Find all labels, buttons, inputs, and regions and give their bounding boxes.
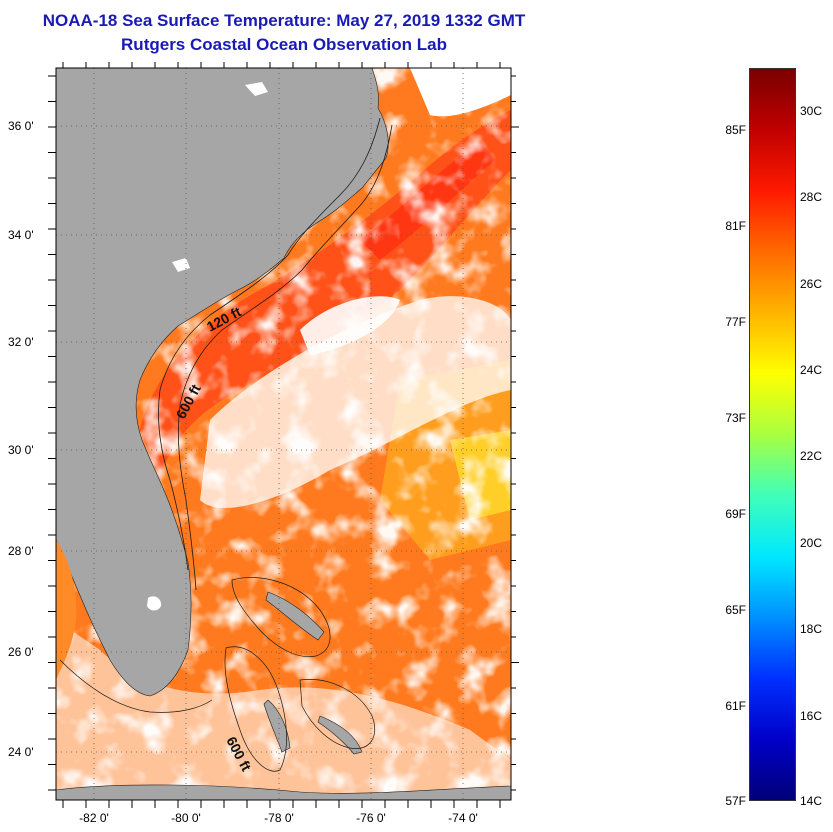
cloud-patch [300,296,400,355]
cloud-patch [410,68,511,117]
colorbar-c-26: 26C [800,277,823,291]
lat-label-36: 36 0' [8,119,34,133]
lake [172,258,190,272]
colorbar-f-61: 61F [725,699,746,713]
cloud-patch [200,296,511,509]
contour-florida-keys [59,659,213,713]
map-frame [55,67,512,801]
map-grid [56,68,511,800]
colorbar-c-14: 14C [800,794,823,808]
bahamas-island [265,591,325,641]
lon-label-78: -78 0' [264,811,294,825]
contour-120ft [158,117,381,571]
colorbar-c-22: 22C [800,449,823,463]
lat-label-30: 30 0' [8,443,34,457]
colorbar-f-69: 69F [725,507,746,521]
lake-okeechobee [147,596,162,611]
colorbar-c-18: 18C [800,622,823,636]
contour-bahamas [299,679,376,749]
temperature-colorbar [749,68,796,801]
lon-label-80: -80 0' [171,811,201,825]
colorbar-f-77: 77F [725,315,746,329]
lat-label-26: 26 0' [8,645,34,659]
colorbar-c-30: 30C [800,104,823,118]
contour-600ft [177,124,393,591]
lat-label-28: 28 0' [8,544,34,558]
colorbar-f-85: 85F [725,123,746,137]
lake [245,82,268,96]
colorbar-c-28: 28C [800,190,823,204]
colorbar-f-57: 57F [725,794,746,808]
land-mass [56,68,389,697]
bahamas-island [317,715,363,755]
lon-label-82: -82 0' [79,811,109,825]
lat-label-34: 34 0' [8,228,34,242]
cuba-coast [56,784,511,800]
lat-label-32: 32 0' [8,335,34,349]
lon-label-74: -74 0' [448,811,478,825]
colorbar-f-65: 65F [725,603,746,617]
colorbar-c-20: 20C [800,536,823,550]
map-title: NOAA-18 Sea Surface Temperature: May 27,… [42,11,526,30]
gulf-coast-water [56,540,77,680]
map-ticks [48,62,519,808]
contour-bahamas [224,646,287,772]
contour-bahamas [231,577,331,658]
map-subtitle: Rutgers Coastal Ocean Observation Lab [121,35,447,54]
colorbar-f-81: 81F [725,219,746,233]
colorbar-c-16: 16C [800,709,823,723]
colorbar-f-73: 73F [725,411,746,425]
lon-label-76: -76 0' [356,811,386,825]
lat-label-24: 24 0' [8,745,34,759]
colorbar-c-24: 24C [800,363,823,377]
